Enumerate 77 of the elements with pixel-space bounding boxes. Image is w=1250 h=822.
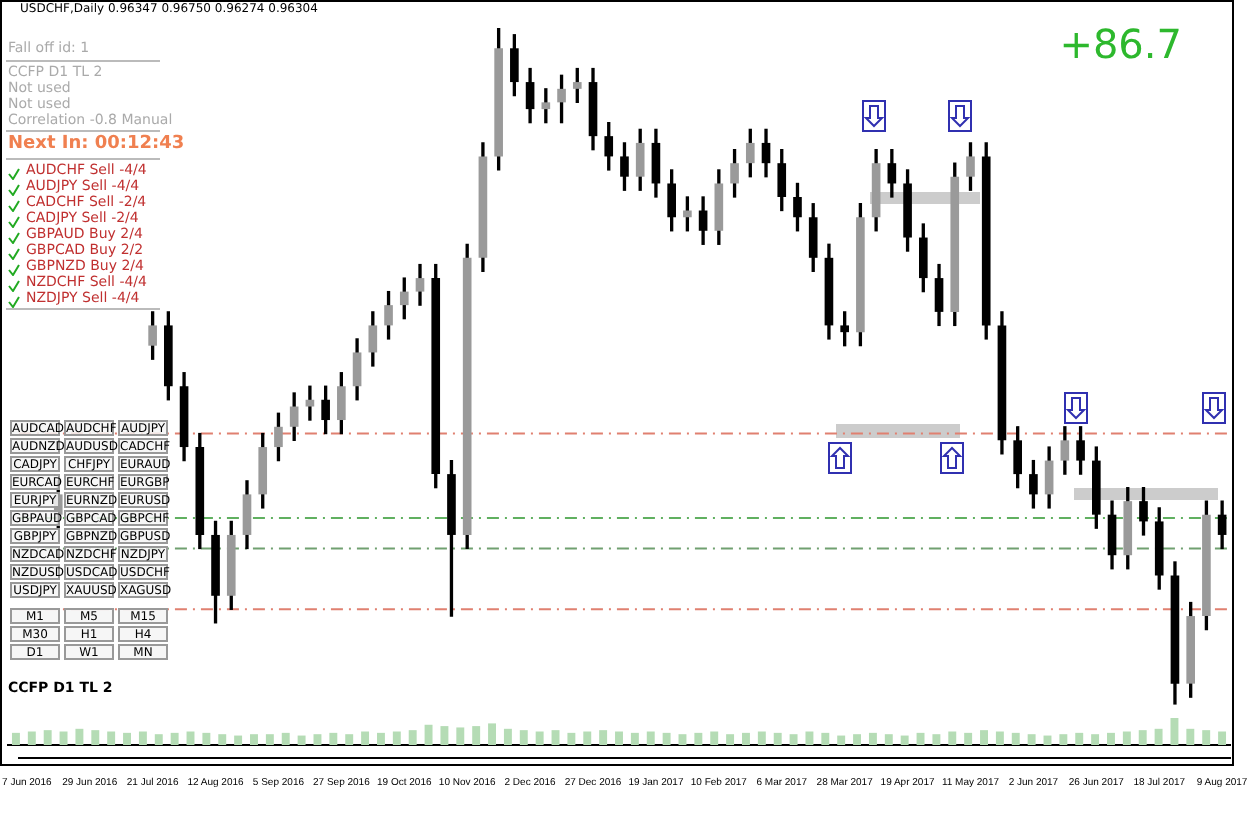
bar <box>376 732 385 745</box>
bar <box>710 731 719 745</box>
bar <box>821 732 830 745</box>
bar <box>773 732 782 745</box>
bar <box>789 734 798 745</box>
annotation: Next In: 00:12:43 <box>8 134 185 154</box>
bar <box>932 734 941 745</box>
bar <box>234 735 243 745</box>
bar <box>424 724 433 745</box>
bar <box>138 731 147 745</box>
bar <box>1091 734 1100 745</box>
bar <box>1218 731 1227 745</box>
candlestick <box>305 385 315 421</box>
bar <box>1107 732 1115 745</box>
bar <box>456 727 465 745</box>
bar <box>1011 732 1020 745</box>
bar <box>170 732 179 745</box>
bar <box>1027 734 1036 745</box>
annotation: +86.7 <box>1059 20 1182 68</box>
bar <box>503 728 512 745</box>
bar <box>11 732 20 745</box>
bar <box>678 734 687 745</box>
bar <box>964 732 973 745</box>
bar <box>329 732 338 745</box>
bar <box>361 731 370 745</box>
bar <box>916 732 925 745</box>
bar <box>43 730 52 745</box>
bar <box>837 735 846 745</box>
bar <box>646 731 655 745</box>
bar <box>202 732 211 745</box>
bar <box>741 732 750 745</box>
bar <box>1202 730 1211 745</box>
bar <box>27 731 36 745</box>
bar <box>440 726 449 745</box>
bar <box>154 734 163 745</box>
bar <box>472 726 481 745</box>
bar <box>662 732 671 745</box>
bar <box>599 730 608 745</box>
bar <box>281 732 290 745</box>
bar <box>297 735 306 745</box>
bar <box>995 731 1004 745</box>
bar <box>345 734 354 745</box>
bar <box>123 732 131 745</box>
bar <box>519 730 528 745</box>
bar <box>59 731 68 745</box>
bar <box>265 734 274 745</box>
bar <box>726 734 735 745</box>
bar <box>853 734 862 745</box>
bar <box>1122 731 1131 745</box>
bar <box>1059 734 1068 745</box>
bar <box>1186 728 1195 745</box>
bar <box>980 730 988 745</box>
bar <box>1138 730 1147 745</box>
bar <box>884 734 893 745</box>
bar <box>313 734 322 745</box>
bar <box>694 732 703 745</box>
bar <box>900 735 909 745</box>
bar <box>218 734 227 745</box>
bar <box>488 723 497 745</box>
bar <box>75 728 84 745</box>
bar <box>250 734 258 745</box>
bar <box>630 732 639 745</box>
bar <box>1154 728 1163 745</box>
bar <box>408 730 417 745</box>
bar <box>868 732 877 745</box>
bar <box>107 731 116 745</box>
bar <box>91 730 100 745</box>
bar <box>1170 718 1179 745</box>
bar <box>392 731 401 745</box>
bar <box>535 731 544 745</box>
bar <box>583 731 592 745</box>
bar <box>1075 732 1084 745</box>
bar <box>948 731 957 745</box>
bar <box>757 731 766 745</box>
bar <box>805 731 814 745</box>
bar <box>567 732 576 745</box>
bar <box>615 731 623 745</box>
